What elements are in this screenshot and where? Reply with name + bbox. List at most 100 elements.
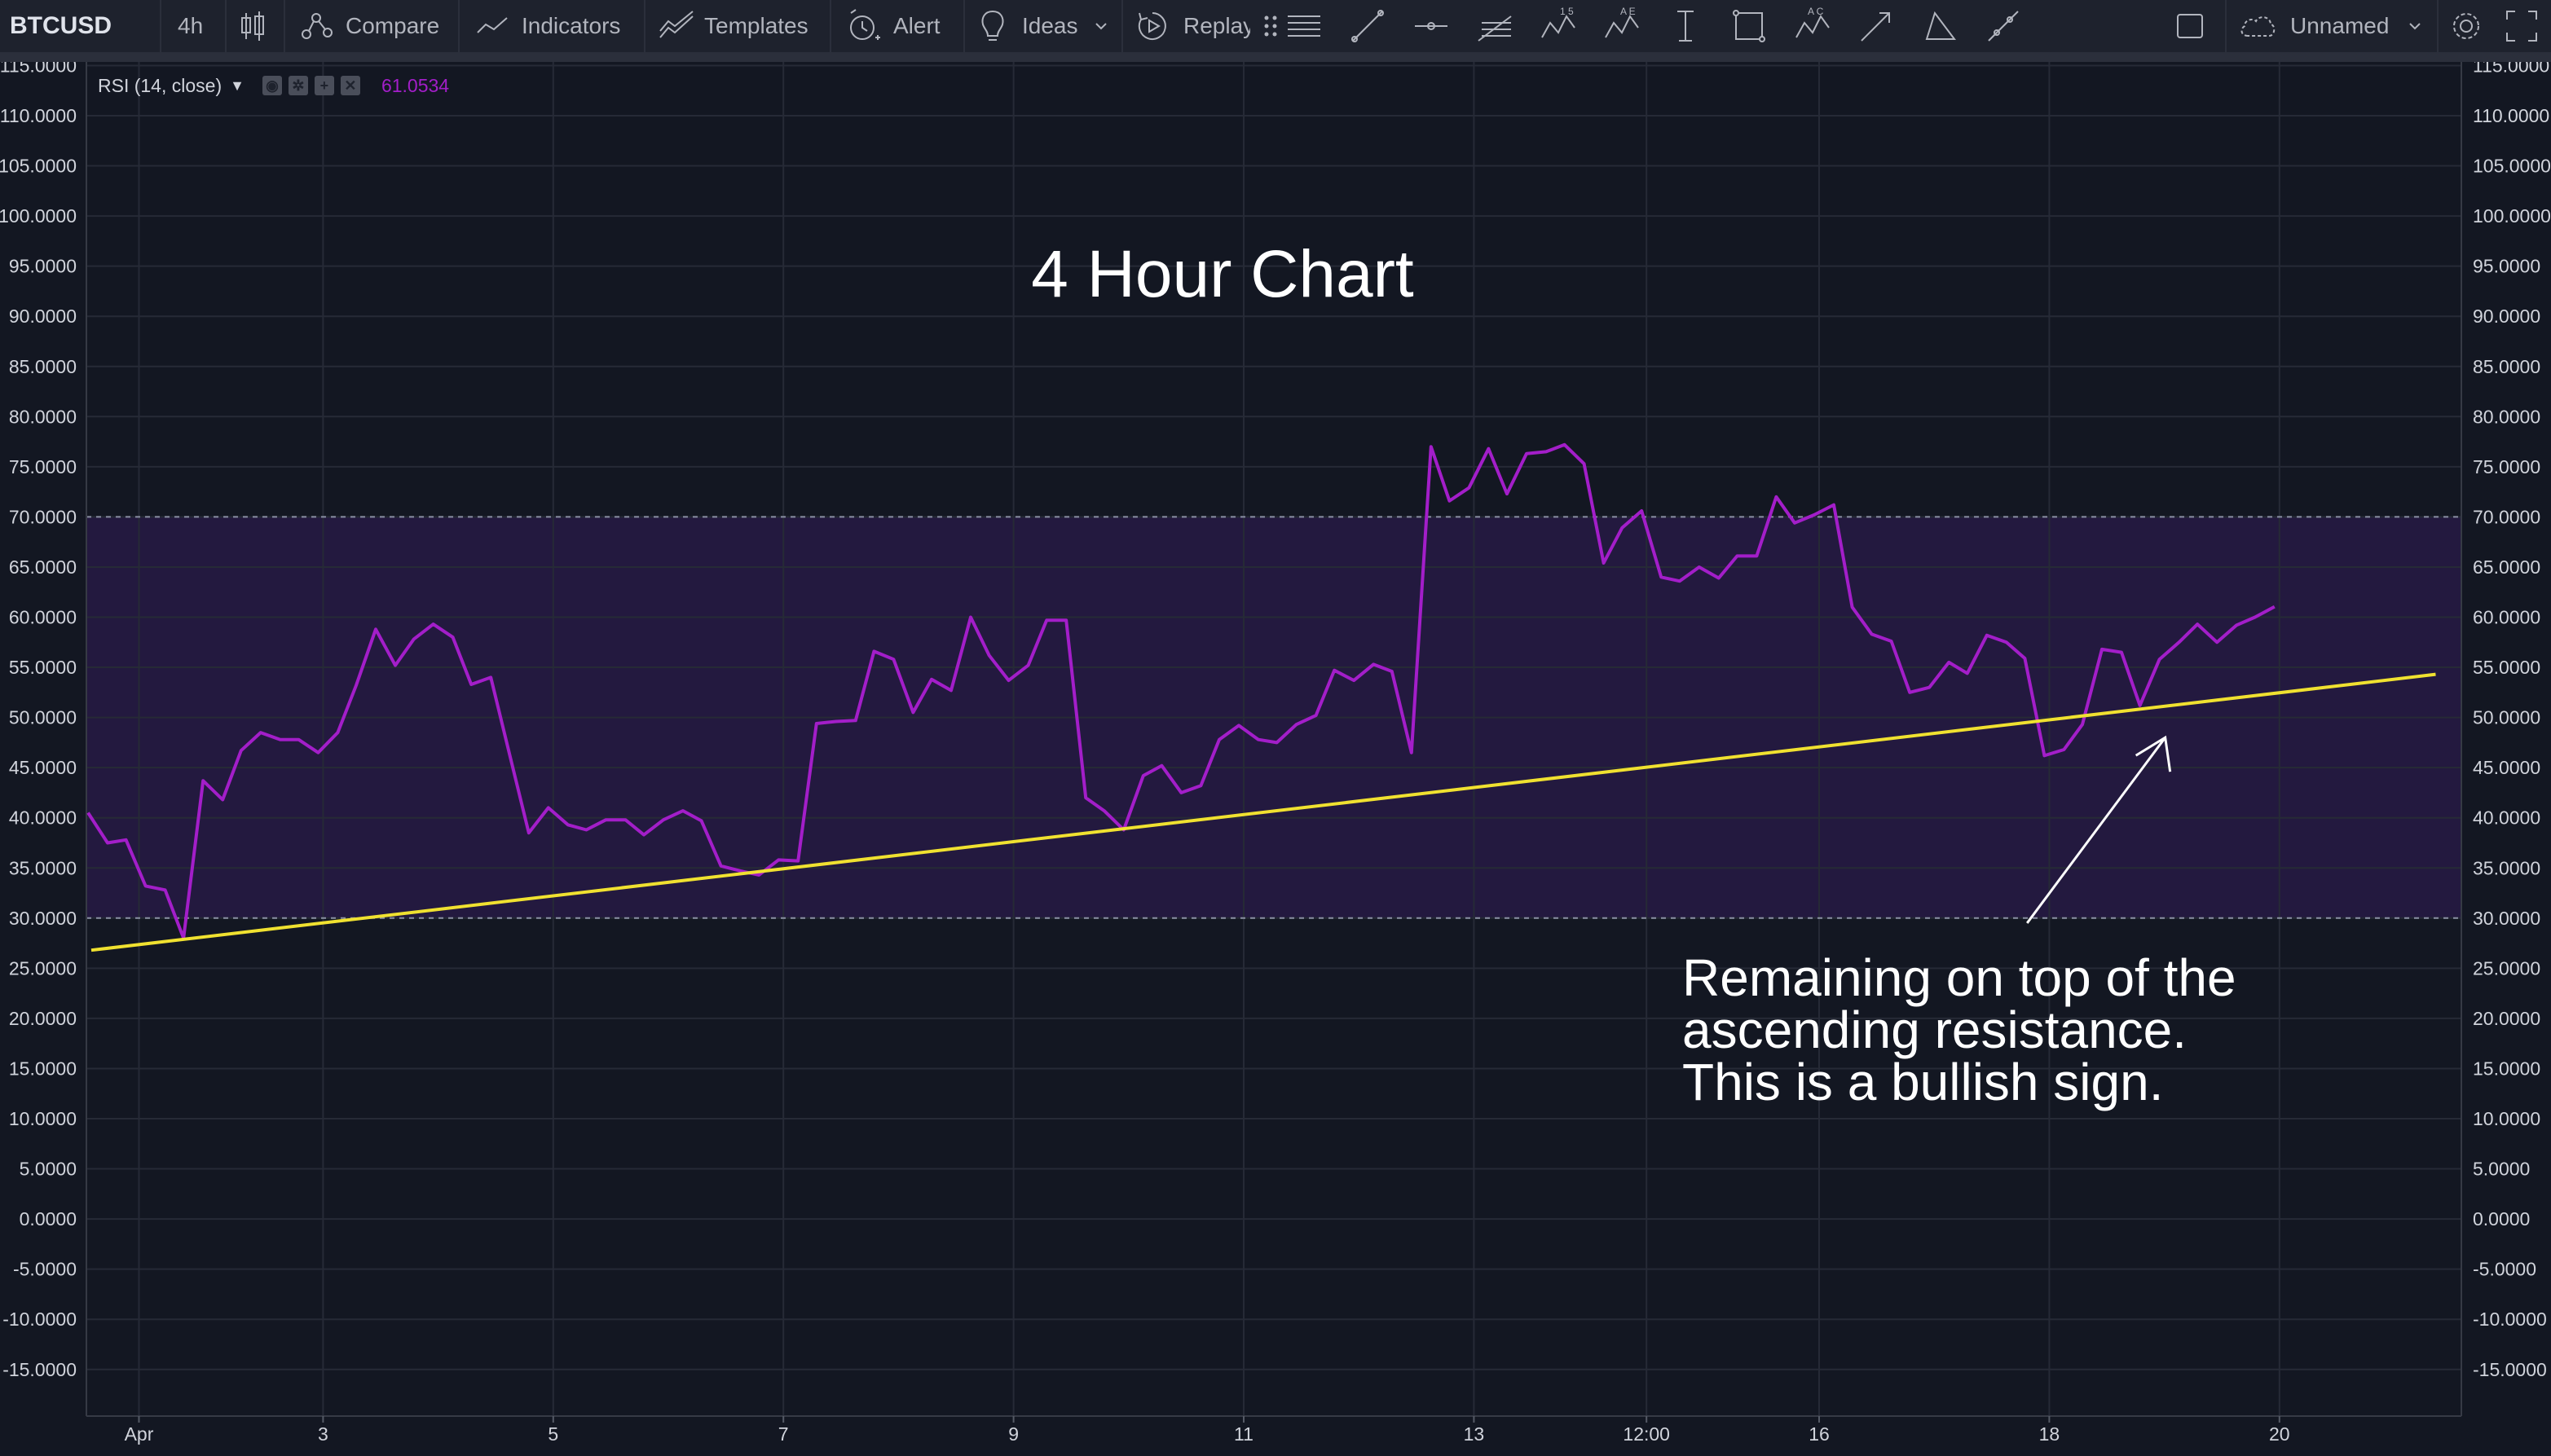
- y-tick-label: 10.0000: [9, 1108, 77, 1129]
- rsi-line: [86, 442, 2276, 940]
- y-tick-label: -15.0000: [2, 1359, 77, 1380]
- rectangle-tool-icon[interactable]: [1728, 5, 1770, 47]
- settings-small-icon[interactable]: ✲: [288, 76, 308, 95]
- caret-down-icon[interactable]: ▼: [230, 77, 245, 94]
- svg-text:1 5: 1 5: [1560, 6, 1574, 17]
- x-tick-label: 9: [1008, 1423, 1019, 1445]
- indicators-label: Indicators: [522, 13, 621, 38]
- y-tick-label: 0.0000: [2473, 1208, 2530, 1229]
- svg-text:A C: A C: [1808, 6, 1824, 17]
- y-tick-label: -15.0000: [2473, 1359, 2547, 1380]
- indicator-legend[interactable]: RSI (14, close) ▼ ◉ ✲ + ✕ 61.0534: [98, 72, 449, 99]
- toolbar-divider: [2225, 0, 2227, 52]
- templates-icon: [659, 11, 694, 38]
- toolbar-divider: [225, 0, 227, 52]
- y-tick-label: -10.0000: [2473, 1309, 2547, 1330]
- drag-handle-icon[interactable]: [1250, 5, 1293, 47]
- expand-icon[interactable]: [2500, 5, 2543, 47]
- y-tick-label: 20.0000: [2473, 1008, 2540, 1029]
- y-tick-label: 85.0000: [2473, 356, 2540, 377]
- y-tick-label: 95.0000: [2473, 256, 2540, 277]
- toolbar-divider: [963, 0, 965, 52]
- alarm-clock-icon: [850, 9, 880, 40]
- compare-icon: [302, 13, 333, 39]
- y-tick-label: 70.0000: [9, 506, 77, 527]
- arrow-tool-icon[interactable]: [1855, 5, 1897, 47]
- gear-icon[interactable]: [2445, 5, 2487, 47]
- templates-button[interactable]: Templates: [659, 0, 808, 52]
- rsi-chart[interactable]: 115.0000110.0000105.0000100.000095.00009…: [0, 62, 2551, 1456]
- interval-button[interactable]: 4h: [178, 0, 203, 52]
- chart-type-button[interactable]: [238, 0, 267, 52]
- close-icon[interactable]: ✕: [340, 76, 360, 95]
- ideas-button[interactable]: Ideas: [978, 0, 1109, 52]
- pitchfork-tool-icon[interactable]: [1474, 5, 1516, 47]
- lightbulb-icon: [981, 10, 1004, 41]
- x-tick-label: 7: [778, 1423, 789, 1445]
- x-tick-label: 13: [1464, 1423, 1485, 1445]
- eye-icon[interactable]: ◉: [262, 76, 282, 95]
- xabcd-pattern-tool-icon[interactable]: A E: [1601, 5, 1643, 47]
- text-tool-icon[interactable]: [1664, 5, 1707, 47]
- ascending-trendline[interactable]: [90, 672, 2436, 952]
- elliott-wave-tool-icon[interactable]: A C: [1791, 5, 1834, 47]
- right-price-axis[interactable]: 115.0000 110.0000 105.0000 100.0000 95.0000 9…: [2473, 62, 2551, 1380]
- triangle-tool-icon[interactable]: [1919, 5, 1961, 47]
- y-tick-label: 60.0000: [9, 607, 77, 628]
- y-tick-label: 75.0000: [2473, 456, 2540, 477]
- symbol-button[interactable]: BTCUSD: [10, 0, 112, 52]
- left-price-axis[interactable]: 115.0000 110.0000 105.0000 100.0000 95.0000 9…: [0, 62, 77, 1380]
- y-tick-label: 30.0000: [9, 908, 77, 929]
- y-tick-label: -10.0000: [2, 1309, 77, 1330]
- y-tick-label: 35.0000: [9, 857, 77, 878]
- toolbar-divider: [160, 0, 161, 52]
- y-tick-label: 0.0000: [20, 1208, 77, 1229]
- y-tick-label: 80.0000: [2473, 406, 2540, 427]
- y-tick-label: 110.0000: [0, 105, 77, 126]
- y-tick-label: 115.0000: [0, 62, 77, 76]
- time-axis[interactable]: Apr 3 5 7 9 11 13 12:00 16 18 20: [125, 1416, 2290, 1445]
- interval-label: 4h: [178, 13, 204, 38]
- horizontal-lines-tool-icon[interactable]: [1283, 5, 1325, 47]
- pattern-tool-icon[interactable]: 1 5: [1537, 5, 1580, 47]
- x-tick-label: 16: [1809, 1423, 1830, 1445]
- x-tick-label: 11: [1234, 1423, 1253, 1445]
- y-tick-label: 75.0000: [9, 456, 77, 477]
- compare-button[interactable]: Compare: [298, 0, 439, 52]
- annotation-line: This is a bullish sign.: [1682, 1053, 2164, 1111]
- chart-annotation-title: 4 Hour Chart: [1031, 237, 1414, 311]
- y-tick-label: 100.0000: [2473, 205, 2551, 227]
- horizontal-ray-tool-icon[interactable]: [1410, 5, 1452, 47]
- layout-name-button[interactable]: Unnamed: [2238, 0, 2423, 52]
- plus-icon[interactable]: +: [314, 76, 334, 95]
- indicators-button[interactable]: Indicators: [476, 0, 620, 52]
- fullscreen-square-icon[interactable]: [2170, 5, 2212, 47]
- toolbar-divider: [284, 0, 285, 52]
- x-tick-label: 20: [2269, 1423, 2290, 1445]
- y-tick-label: 50.0000: [9, 707, 77, 728]
- y-tick-label: 15.0000: [9, 1058, 77, 1079]
- y-tick-label: 20.0000: [9, 1008, 77, 1029]
- ideas-label: Ideas: [1022, 13, 1078, 38]
- replay-label: Replay: [1183, 13, 1250, 38]
- toolbar-divider: [1121, 0, 1123, 52]
- symbol-label: BTCUSD: [10, 12, 112, 39]
- y-tick-label: 45.0000: [2473, 757, 2540, 778]
- measure-tool-icon[interactable]: [1982, 5, 2024, 47]
- annotation-arrow[interactable]: [2026, 735, 2172, 924]
- indicator-value: 61.0534: [381, 74, 450, 96]
- chart-annotation-note: Remaining on top of the ascending resist…: [1682, 952, 2236, 1108]
- y-tick-label: 65.0000: [9, 556, 77, 578]
- y-tick-label: 30.0000: [2473, 908, 2540, 929]
- y-tick-label: 25.0000: [9, 957, 77, 979]
- y-tick-label: 80.0000: [9, 406, 77, 427]
- templates-label: Templates: [704, 13, 808, 38]
- trend-line-tool-icon[interactable]: [1346, 5, 1389, 47]
- y-tick-label: 5.0000: [20, 1159, 77, 1180]
- annotation-line: ascending resistance.: [1682, 1001, 2188, 1059]
- alert-button[interactable]: Alert: [846, 0, 941, 52]
- replay-button[interactable]: Replay: [1136, 0, 1250, 52]
- y-tick-label: 10.0000: [2473, 1108, 2540, 1129]
- svg-text:A E: A E: [1620, 6, 1636, 17]
